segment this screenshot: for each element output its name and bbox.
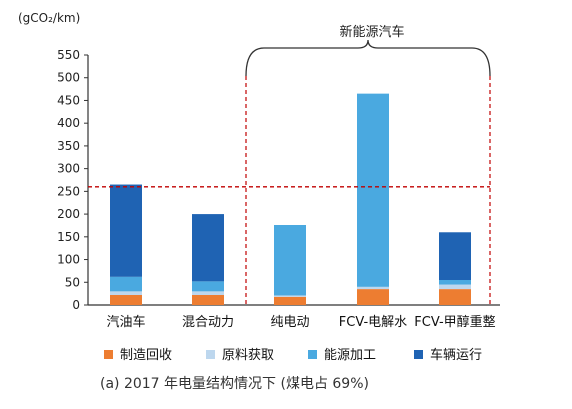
bar-segment [439, 232, 471, 280]
y-tick-label: 500 [57, 71, 80, 85]
bar-segment [439, 284, 471, 290]
legend-label: 能源加工 [324, 348, 376, 363]
bar-segment [439, 280, 471, 285]
y-tick-label: 50 [65, 275, 80, 289]
y-tick-label: 250 [57, 184, 80, 198]
y-tick-label: 300 [57, 162, 80, 176]
y-tick-label: 450 [57, 93, 80, 107]
legend-label: 原料获取 [222, 348, 274, 363]
legend-swatch [206, 350, 215, 359]
x-category-label: 混合动力 [182, 315, 234, 330]
bar-segment [192, 214, 224, 282]
legend: 制造回收 原料获取 能源加工 车辆运行 [104, 347, 482, 363]
legend-label: 制造回收 [120, 348, 172, 363]
new-energy-vehicles-label: 新能源汽车 [339, 24, 404, 40]
bar-segment [357, 286, 389, 290]
x-category-label: 汽油车 [106, 314, 145, 330]
x-category-labels: 汽油车 混合动力 纯电动 FCV-电解水 FCV-甲醇重整 [106, 314, 495, 330]
bar-segment [192, 295, 224, 305]
legend-label: 车辆运行 [430, 347, 482, 363]
bar-segment [192, 291, 224, 295]
bar-segment [192, 281, 224, 292]
y-tick-label: 150 [57, 230, 80, 244]
figure-caption: (a) 2017 年电量结构情况下 (煤电占 69%) [100, 376, 369, 392]
bar-segment [110, 295, 142, 305]
bar-segment [439, 289, 471, 305]
x-category-label: FCV-甲醇重整 [414, 314, 495, 330]
bar-segment [357, 289, 389, 305]
legend-swatch [308, 350, 317, 359]
bar-segment [110, 184, 142, 277]
y-axis-unit-label: (gCO₂/km) [18, 11, 80, 25]
bracket-path [245, 39, 491, 77]
y-ticks: 0 50 100 150 200 250 300 350 400 450 500 550 [57, 48, 88, 312]
y-tick-label: 100 [57, 253, 80, 267]
legend-swatch [414, 350, 423, 359]
bar-segment [110, 291, 142, 295]
bars [110, 93, 471, 305]
bar-segment [274, 225, 306, 296]
bar-segment [274, 296, 306, 305]
y-tick-label: 0 [72, 298, 80, 312]
y-tick-label: 550 [57, 48, 80, 62]
x-category-label: 纯电动 [270, 315, 309, 330]
bar-segment [110, 276, 142, 292]
y-tick-label: 200 [57, 207, 80, 221]
y-tick-label: 350 [57, 139, 80, 153]
bar-segment [274, 295, 306, 297]
y-tick-label: 400 [57, 116, 80, 130]
new-energy-vehicles-bracket [245, 39, 491, 305]
legend-swatch [104, 350, 113, 359]
x-category-label: FCV-电解水 [339, 315, 407, 330]
bar-segment [357, 93, 389, 287]
